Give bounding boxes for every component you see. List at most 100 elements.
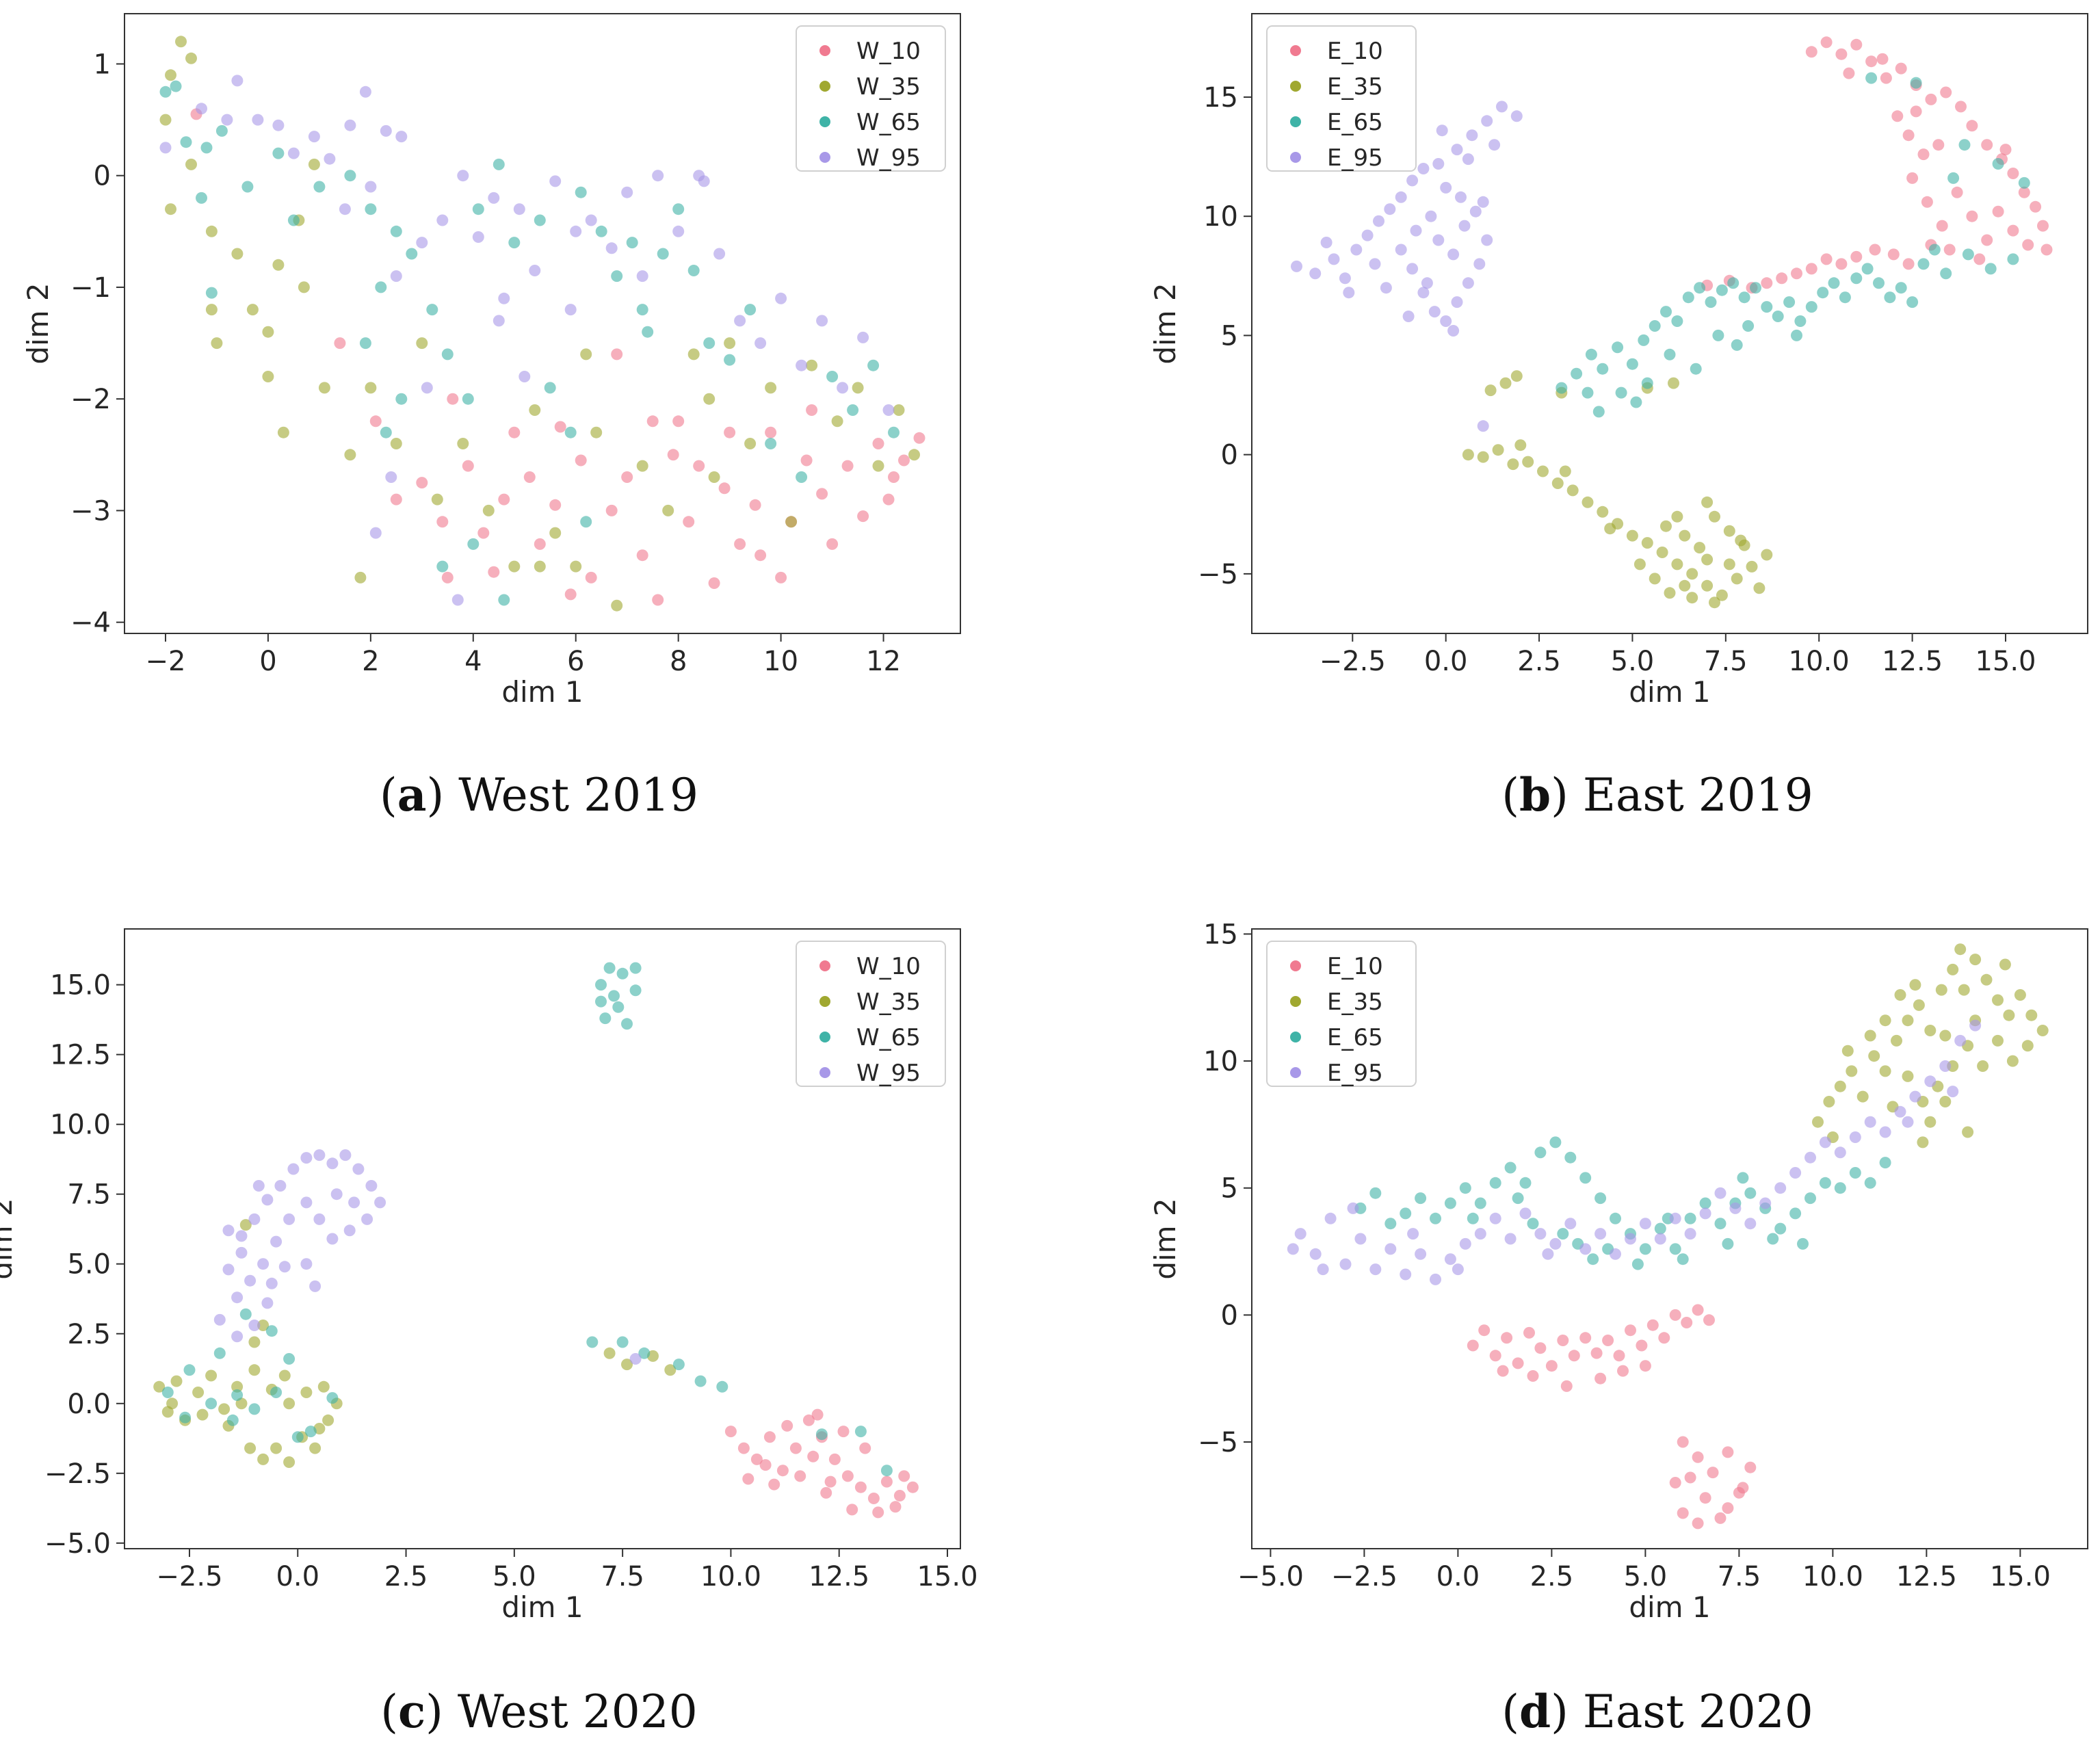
data-point [1703, 1314, 1715, 1326]
data-point [837, 382, 849, 394]
data-point [1638, 334, 1650, 346]
data-point [451, 594, 464, 606]
data-point [291, 1431, 304, 1443]
data-point [638, 1347, 651, 1359]
series-E_35 [1812, 943, 2049, 1149]
data-point [1902, 1014, 1914, 1027]
data-point [1489, 1177, 1501, 1189]
legend-label-E_35: E_35 [1327, 988, 1383, 1016]
data-point [693, 460, 705, 472]
data-point [734, 538, 746, 550]
data-point [1560, 1380, 1573, 1392]
data-point [248, 1336, 261, 1348]
data-point [1819, 1177, 1831, 1189]
data-point [1579, 1243, 1592, 1255]
data-point [161, 1406, 174, 1418]
data-point [1992, 158, 2004, 170]
data-point [235, 1230, 248, 1242]
data-point [352, 1163, 365, 1175]
legend-label-E_10: E_10 [1327, 953, 1383, 980]
data-point [1906, 296, 1919, 309]
x-tick-label: 7.5 [1718, 1561, 1761, 1592]
x-axis-label: dim 1 [1629, 1590, 1710, 1624]
data-point [1497, 1365, 1509, 1377]
data-point [1694, 282, 1706, 294]
data-point [1910, 77, 1922, 89]
data-point [416, 477, 428, 489]
data-point [824, 1475, 837, 1488]
data-point [1977, 1060, 1989, 1072]
series-W_10 [190, 108, 926, 606]
legend-marker-W_65 [819, 116, 830, 127]
legend-marker-E_65 [1290, 1032, 1301, 1042]
y-axis-label: dim 2 [0, 1198, 18, 1279]
data-point [221, 114, 233, 126]
data-point [159, 142, 172, 154]
data-point [334, 337, 346, 350]
caption-panel-b: (b) East 2019 [1501, 768, 1813, 822]
scatter-panel-c: −2.5 0.0 2.5 5.0 7.5 10.0 12.5 15.0 −5.0 −2.5 0.0 2… [0, 928, 978, 1624]
data-point [806, 404, 818, 416]
data-point [1791, 267, 1802, 280]
caption-paren-close: ) [1551, 1685, 1583, 1738]
x-axis-label: dim 1 [501, 675, 583, 709]
data-point [1328, 253, 1340, 265]
x-tick-label: −2 [145, 646, 185, 677]
data-point [170, 80, 182, 92]
data-point [1452, 1263, 1464, 1276]
data-point [1753, 582, 1766, 594]
legend-box [1266, 941, 1417, 1087]
data-point [436, 214, 449, 226]
data-point [1849, 1167, 1861, 1179]
data-point [1447, 248, 1460, 261]
series-W_65 [161, 962, 893, 1477]
data-point [595, 225, 607, 237]
series-E_95 [1291, 101, 1523, 432]
legend-marker-W_65 [819, 1032, 830, 1042]
data-point [1592, 406, 1605, 418]
data-point [1850, 38, 1863, 51]
series-E_65 [1354, 1136, 1891, 1270]
data-point [1962, 1126, 1974, 1138]
x-tick-label: 5.0 [493, 1561, 536, 1592]
data-point [436, 560, 449, 573]
data-point [1534, 1228, 1547, 1240]
y-tick-label: 10 [1203, 1046, 1238, 1077]
data-point [1686, 592, 1698, 604]
data-point [390, 270, 402, 283]
x-tick-label: 8 [670, 646, 687, 677]
data-point [1343, 287, 1355, 299]
data-point [462, 460, 474, 472]
data-point [1631, 1258, 1644, 1270]
y-tick-label: 0 [1221, 440, 1238, 471]
data-point [1432, 158, 1445, 170]
data-point [304, 1426, 317, 1438]
data-point [1797, 1237, 1809, 1250]
data-point [585, 214, 597, 226]
data-point [261, 1194, 274, 1206]
x-tick-label: 15.0 [1975, 646, 2036, 677]
data-point [1597, 506, 1609, 518]
data-point [1701, 579, 1714, 592]
y-tick-label: 10 [1203, 201, 1238, 233]
series-E_10 [1467, 1304, 1757, 1530]
data-point [828, 1453, 841, 1465]
legend-marker-W_35 [819, 996, 830, 1007]
data-point [513, 203, 525, 215]
data-point [1767, 1233, 1779, 1245]
data-point [222, 1224, 235, 1237]
x-tick-label: 2.5 [384, 1561, 428, 1592]
x-tick-label: 2 [362, 646, 379, 677]
x-tick-label: 5.0 [1624, 1561, 1668, 1592]
data-point [611, 348, 623, 360]
data-point [1742, 320, 1755, 332]
data-point [1684, 1228, 1696, 1240]
data-point [1722, 1446, 1734, 1458]
data-point [300, 1258, 313, 1270]
data-point [1705, 296, 1717, 309]
data-point [1940, 86, 1952, 99]
data-point [1722, 1237, 1734, 1250]
series-W_10 [724, 1408, 919, 1519]
data-point [1709, 596, 1720, 609]
data-point [1776, 272, 1788, 285]
